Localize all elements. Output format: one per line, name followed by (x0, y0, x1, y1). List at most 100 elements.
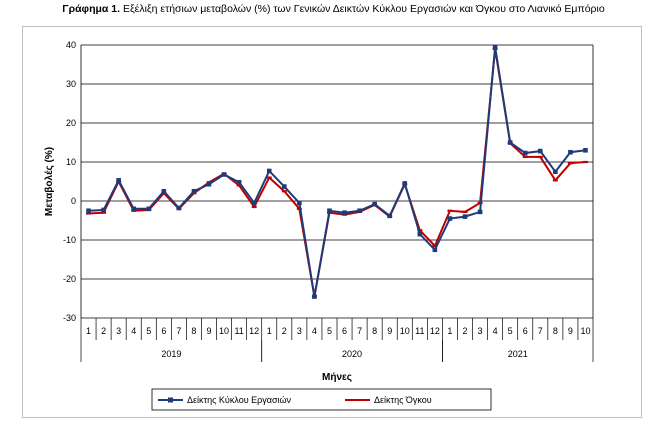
x-axis: 1 2 3 4 5 6 7 8 9 10 11 12 1 2 3 4 5 6 7 8 9 10 11 12 1 2 3 4 5 6 7 8 9 1… (80, 318, 594, 362)
x-tick-label: 10 (580, 326, 590, 336)
x-tick-label: 2 (462, 326, 467, 336)
x-tick-label: 1 (267, 326, 272, 336)
y-tick-label: 30 (66, 79, 76, 89)
x-tick-label: 4 (312, 326, 317, 336)
x-tick-label: 1 (86, 326, 91, 336)
series-turnover (86, 44, 588, 299)
x-tick-label: 4 (131, 326, 136, 336)
x-tick-label: 1 (447, 326, 452, 336)
legend-swatch-marker (168, 397, 173, 403)
data-point (327, 208, 332, 214)
data-point (462, 214, 468, 219)
x-tick-label: 8 (372, 326, 377, 336)
x-tick-label: 11 (234, 326, 243, 336)
legend-box (151, 388, 492, 411)
data-point (86, 208, 91, 214)
x-tick-label: 7 (176, 326, 181, 336)
y-tick-label: 20 (66, 118, 76, 128)
data-point (342, 210, 347, 215)
y-tick-label: 0 (71, 196, 76, 206)
data-point (297, 200, 302, 206)
gridlines (80, 44, 594, 319)
x-tick-label: 5 (327, 326, 332, 336)
data-point (206, 181, 212, 187)
data-point (281, 184, 287, 189)
year-label: 2020 (342, 349, 362, 359)
y-axis-title: Μεταβολές (%) (44, 147, 55, 216)
x-tick-label: 7 (538, 326, 543, 336)
data-point (568, 149, 573, 155)
series-lines (86, 44, 588, 299)
data-point (492, 44, 498, 50)
chart-frame (22, 26, 642, 418)
data-point (477, 209, 483, 215)
data-point (522, 150, 528, 156)
data-point (116, 178, 121, 183)
x-tick-label: 9 (568, 326, 573, 336)
x-tick-label: 12 (249, 326, 259, 336)
x-axis-title: Μήνες (322, 372, 352, 383)
data-point (101, 207, 106, 213)
series-line (88, 46, 586, 297)
year-label: 2021 (508, 349, 528, 359)
data-point (402, 181, 408, 186)
y-tick-label: -10 (63, 235, 76, 245)
y-tick-label: -30 (63, 313, 76, 323)
data-point (447, 216, 453, 221)
year-label: 2019 (161, 349, 181, 359)
data-point (357, 208, 362, 214)
series-line (88, 48, 586, 297)
y-tick-label: -20 (63, 274, 76, 284)
data-point (372, 201, 377, 207)
data-point (553, 169, 558, 175)
y-tick-label: 10 (66, 157, 76, 167)
legend-item-turnover: Δείκτης Κύκλου Εργασιών (158, 395, 292, 405)
data-point (507, 140, 513, 145)
data-point (131, 206, 137, 212)
data-point (146, 206, 152, 212)
legend-item-volume: Δείκτης Όγκου (345, 395, 432, 405)
x-tick-label: 7 (357, 326, 362, 336)
y-tick-label: 40 (66, 40, 76, 50)
data-point (537, 148, 543, 154)
x-tick-label: 2 (101, 326, 106, 336)
data-point (236, 179, 242, 185)
chart-title-prefix: Γράφημα 1. (62, 3, 121, 15)
x-tick-label: 2 (282, 326, 287, 336)
x-tick-label: 8 (191, 326, 196, 336)
data-point (417, 231, 423, 237)
data-point (161, 188, 167, 194)
x-tick-label: 6 (523, 326, 528, 336)
series-volume (86, 47, 588, 298)
x-tick-label: 10 (400, 326, 410, 336)
x-tick-label: 12 (430, 326, 440, 336)
chart-title-text: Εξέλιξη ετήσιων μεταβολών (%) των Γενικώ… (120, 3, 605, 15)
data-point (583, 148, 588, 153)
data-point (251, 200, 257, 206)
data-point (432, 247, 438, 253)
x-tick-label: 8 (553, 326, 558, 336)
legend-label: Δείκτης Όγκου (374, 395, 432, 405)
legend: Δείκτης Κύκλου Εργασιών Δείκτης Όγκου (151, 388, 492, 411)
x-tick-label: 6 (161, 326, 166, 336)
data-point (221, 172, 227, 177)
data-point (176, 205, 182, 211)
x-tick-label: 5 (146, 326, 151, 336)
data-point (266, 168, 272, 174)
x-tick-label: 9 (206, 326, 211, 336)
x-tick-label: 9 (387, 326, 392, 336)
x-tick-label: 10 (219, 326, 229, 336)
x-tick-label: 6 (342, 326, 347, 336)
chart-title: Γράφημα 1. Εξέλιξη ετήσιων μεταβολών (%)… (0, 3, 667, 15)
x-tick-label: 5 (508, 326, 513, 336)
data-point (387, 213, 393, 219)
x-tick-label: 4 (493, 326, 498, 336)
data-point (191, 188, 197, 194)
x-tick-label: 3 (297, 326, 302, 336)
data-point (312, 294, 317, 299)
x-tick-label: 11 (415, 326, 424, 336)
y-axis-ticks: 40 30 20 10 0 -10 -20 -30 (63, 40, 76, 323)
legend-label: Δείκτης Κύκλου Εργασιών (187, 395, 292, 405)
